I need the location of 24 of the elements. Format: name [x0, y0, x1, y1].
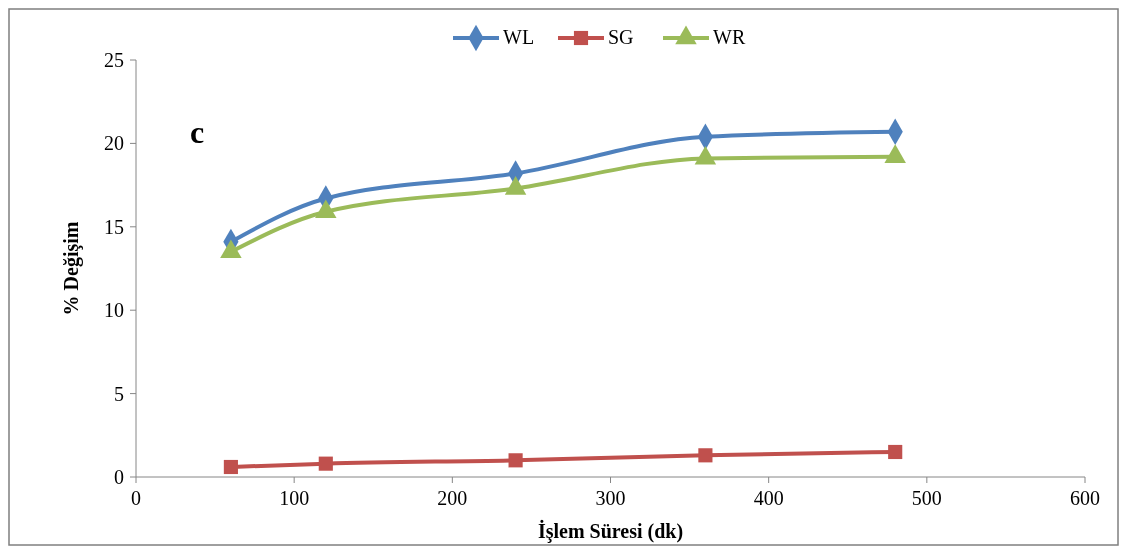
point — [698, 448, 713, 463]
point — [508, 453, 523, 468]
y-tick-label: 25 — [104, 49, 124, 71]
y-tick-label: 5 — [114, 382, 124, 405]
x-tick-label: 100 — [279, 487, 310, 509]
y-tick-label: 0 — [114, 466, 124, 488]
legend-label: WR — [713, 26, 746, 48]
y-tick-label: 15 — [104, 215, 124, 238]
x-tick-label: 500 — [911, 487, 942, 509]
y-tick-label: 20 — [104, 132, 124, 155]
x-axis-title: İşlem Süresi (dk) — [537, 519, 684, 543]
point — [888, 444, 903, 460]
x-tick-label: 300 — [595, 487, 626, 509]
x-tick-label: 400 — [753, 487, 784, 509]
annotation: c — [190, 114, 205, 150]
x-tick-label: 600 — [1070, 487, 1100, 509]
point — [318, 456, 333, 471]
x-tick-label: 0 — [131, 487, 141, 509]
y-tick-label: 10 — [104, 299, 124, 322]
x-tick-label: 200 — [437, 487, 468, 509]
legend-label: WL — [503, 26, 535, 48]
y-axis-title: % Değişim — [60, 221, 83, 316]
point — [223, 459, 238, 475]
legend-label: SG — [608, 26, 634, 48]
